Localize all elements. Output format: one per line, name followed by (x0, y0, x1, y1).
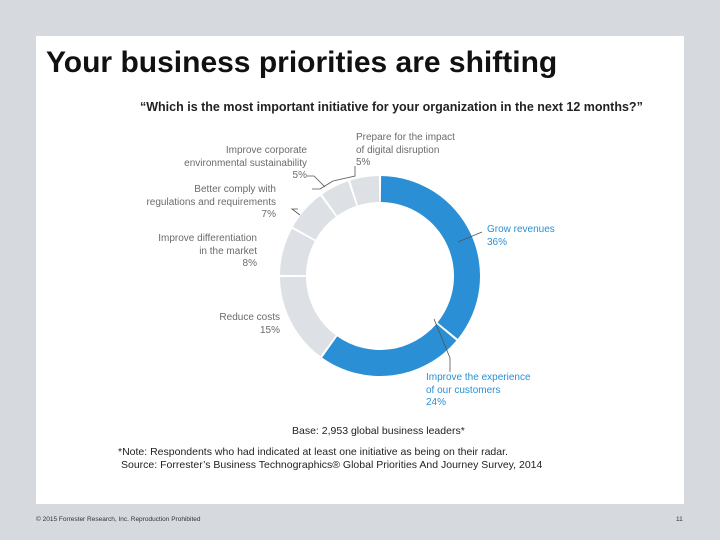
leader-compliance (312, 180, 334, 190)
footnote: *Note: Respondents who had indicated at … (118, 446, 543, 471)
leader-sustainability (307, 175, 326, 188)
donut-chart (280, 166, 483, 376)
copyright: © 2015 Forrester Research, Inc. Reproduc… (36, 516, 201, 523)
slide-title: Your business priorities are shifting (46, 46, 558, 79)
slide: Your business priorities are shifting “W… (36, 36, 684, 504)
label-differentiation: Improve differentiation in the market 8% (158, 233, 257, 269)
label-digital-disruption: Prepare for the impact of digital disrup… (356, 132, 455, 168)
label-compliance: Better comply with regulations and requi… (146, 184, 276, 220)
slice-differentiation (280, 228, 315, 276)
leader-customer-experience (433, 318, 451, 372)
page-number: 11 (676, 516, 683, 523)
slice-compliance (292, 195, 336, 240)
slice-reduce-costs (280, 276, 336, 357)
slice-sustainability (322, 181, 357, 216)
leader-digital-disruption (332, 166, 356, 182)
leader-compliance-tick (290, 208, 301, 216)
label-sustainability: Improve corporate environmental sustaina… (184, 145, 307, 181)
base-note: Base: 2,953 global business leaders* (292, 425, 465, 437)
chart-title: “Which is the most important initiative … (140, 100, 643, 114)
label-customer-experience: Improve the experience of our customers … (426, 372, 531, 408)
slice-grow-revenues (380, 176, 480, 339)
label-reduce-costs: Reduce costs 15% (219, 312, 280, 336)
label-grow-revenues: Grow revenues 36% (487, 224, 555, 248)
leader-grow-revenues (457, 231, 483, 243)
slice-digital-disruption (350, 176, 380, 206)
slice-customer-experience (322, 323, 457, 376)
